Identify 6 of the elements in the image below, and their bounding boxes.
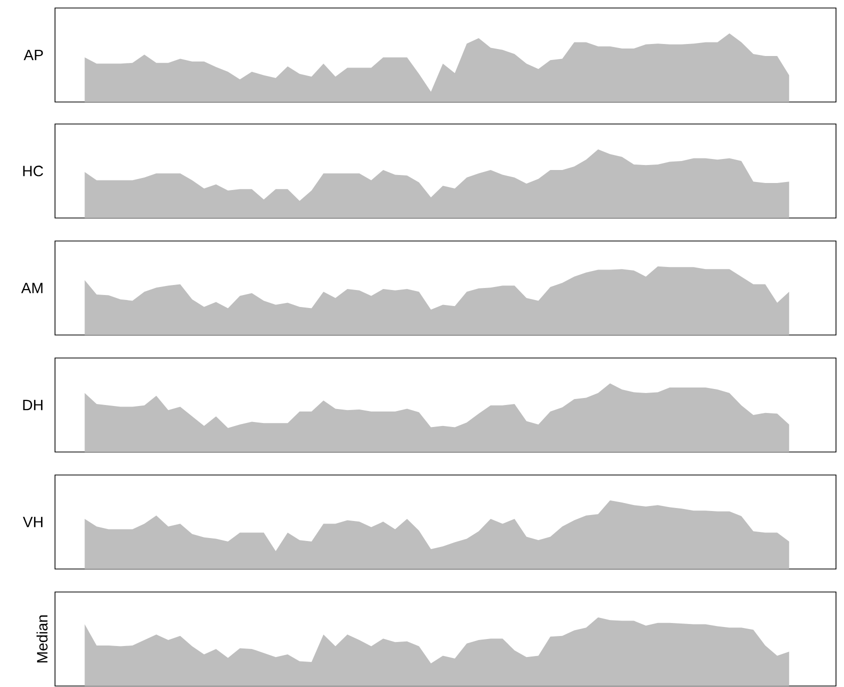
y-axis-title: DH: [23, 400, 42, 410]
y-axis-title: HC: [23, 166, 44, 176]
y-axis-title: Median: [36, 615, 48, 662]
y-axis-title: AM: [21, 282, 42, 294]
y-axis-title: AP: [24, 50, 43, 60]
y-axis-title: VH: [22, 516, 42, 528]
